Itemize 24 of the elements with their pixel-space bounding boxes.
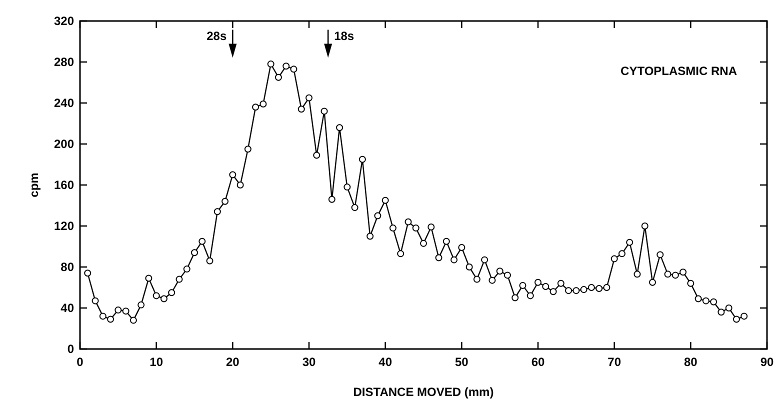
y-tick-label: 80	[60, 260, 74, 274]
x-tick-label: 20	[226, 355, 240, 369]
annotation: 18s	[334, 28, 354, 43]
y-tick-label: 320	[54, 14, 74, 28]
y-tick-label: 160	[54, 178, 74, 192]
x-tick-label: 10	[150, 355, 164, 369]
y-tick-label: 40	[60, 301, 74, 315]
y-tick-label: 280	[54, 55, 74, 69]
x-tick-label: 90	[760, 355, 774, 369]
x-tick-label: 30	[302, 355, 316, 369]
x-tick-label: 80	[684, 355, 698, 369]
text: CYTOPLASMIC RNA	[620, 64, 738, 78]
x-tick-label: 0	[76, 355, 84, 369]
x-tick-label: 70	[608, 355, 622, 369]
y-tick-label: 0	[67, 342, 74, 356]
y-axis-title: cpm	[27, 172, 41, 198]
y-tick-label: 240	[54, 96, 74, 110]
annotation: 28s	[206, 28, 227, 43]
x-tick-label: 60	[531, 355, 545, 369]
y-tick-label: 120	[54, 219, 74, 233]
x-axis-title: DISTANCE MOVED (mm)	[353, 385, 494, 399]
x-tick-label: 40	[378, 355, 392, 369]
x-tick-label: 50	[454, 355, 469, 369]
y-tick-label: 200	[54, 137, 74, 151]
